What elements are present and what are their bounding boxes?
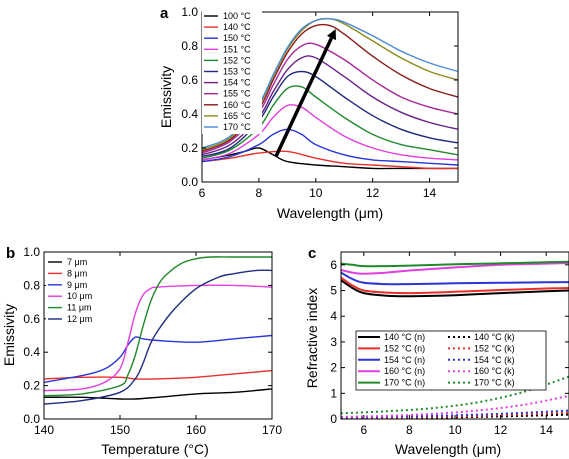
trend-arrow-shaft (274, 37, 334, 158)
panel-a-xtick-label: 14 (423, 186, 437, 200)
panel-a-xtick-label: 10 (309, 186, 323, 200)
panel-b-ytick-label: 1.0 (23, 245, 40, 259)
panel-a-legend-label: 154 °C (223, 78, 251, 88)
panel-b-series-line-0 (44, 388, 272, 400)
panel-c-xtick-label: 6 (360, 423, 367, 437)
panel-a-ytick-label: 0.4 (181, 107, 198, 121)
panel-a-xlabel: Wavelength (μm) (277, 205, 383, 221)
panel-letter-a: a (160, 5, 169, 22)
panel-b-xtick-label: 140 (34, 423, 54, 437)
panel-a-legend-label: 165 °C (223, 111, 251, 121)
panel-b-ytick-label: 0.0 (23, 412, 40, 426)
panel-b-legend-label: 10 μm (67, 291, 92, 301)
panel-c-legend-label: 152 °C (n) (384, 343, 425, 353)
panel-c-ylabel: Refractive index (304, 288, 320, 388)
panel-c-ytick-label: 6 (330, 258, 337, 272)
panel-b-ylabel: Emissivity (1, 304, 17, 366)
panel-a-xtick-label: 12 (366, 186, 380, 200)
panel-b-ytick-label: 0.8 (23, 278, 40, 292)
panel-a-series-line-2 (202, 128, 458, 166)
panel-b-series-group (44, 256, 272, 405)
panel-b-legend-label: 8 μm (67, 268, 87, 278)
panel-b-legend-label: 11 μm (67, 303, 92, 313)
panel-c-legend-label: 154 °C (k) (474, 355, 515, 365)
panel-c-xlabel: Wavelength (μm) (395, 441, 501, 457)
trend-arrow-head (326, 29, 336, 41)
panel-b-xtick-label: 150 (110, 423, 130, 437)
panel-b-series-line-5 (44, 269, 272, 405)
panel-b-legend-label: 12 μm (67, 314, 92, 324)
panel-b-legend-box (46, 256, 96, 327)
panel-c-ytick-label: 4 (330, 309, 337, 323)
panel-c-legend-label: 170 °C (n) (384, 378, 425, 388)
panel-c-ytick-label: 3 (330, 335, 337, 349)
panel-c-ytick-label: 2 (330, 361, 337, 375)
panel-c-series-line-4 (341, 260, 569, 268)
panel-b-xlabel: Temperature (°C) (101, 441, 209, 457)
panel-a-ytick-label: 1.0 (181, 5, 198, 19)
panel-a-legend-label: 160 °C (223, 100, 251, 110)
panel-c-series-line-9 (341, 375, 569, 415)
panel-b-legend-label: 7 μm (67, 257, 87, 267)
panel-c-legend-label: 152 °C (k) (474, 343, 515, 353)
panel-a-xtick-label: 6 (199, 186, 206, 200)
panel-c-legend-label: 140 °C (k) (474, 332, 515, 342)
panel-c-legend-label: 160 °C (n) (384, 366, 425, 376)
panel-a-legend-label: 100 °C (223, 11, 251, 21)
panel-b-frame (43, 251, 273, 420)
panel-c-xtick-label: 14 (540, 423, 554, 437)
panel-c-legend: 140 °C (n)152 °C (n) 154 °C (n)160 °C (n)… (355, 330, 547, 391)
panel-b-plot: 140 150 160 170 0.0 0.2 0.4 0.6 0.8 1.0 7 μm8 μm 9 … (23, 245, 282, 437)
panel-c-ytick-label: 0 (330, 412, 337, 426)
panel-b-legend-label: 9 μm (67, 280, 87, 290)
panel-a-legend-label: 150 °C (223, 33, 251, 43)
panel-c-legend-label: 170 °C (k) (474, 378, 515, 388)
panel-a-ytick-label: 0.2 (181, 141, 198, 155)
panel-b-series-line-2 (44, 334, 272, 383)
panel-b-ytick-label: 0.2 (23, 379, 40, 393)
panel-b-xtick-label: 160 (186, 423, 206, 437)
panel-a-series-line-3 (202, 104, 458, 161)
panel-b-series-line-3 (44, 284, 272, 392)
panel-a-ytick-label: 0.0 (181, 175, 198, 189)
panel-c-legend-box (355, 330, 547, 391)
panel-a-legend-label: 155 °C (223, 89, 251, 99)
panel-c-xtick-label: 10 (448, 423, 462, 437)
panel-c-series-group (341, 260, 569, 419)
panel-c-series-line-1 (341, 276, 569, 295)
panel-a-legend-label: 140 °C (223, 22, 251, 32)
panel-c-series-line-3 (341, 262, 569, 275)
panel-a-ylabel: Emissivity (158, 66, 174, 128)
panel-c-xtick-label: 8 (406, 423, 413, 437)
panel-b-ytick-label: 0.6 (23, 312, 40, 326)
panel-c-legend-label: 154 °C (n) (384, 355, 425, 365)
panel-c-ytick-label: 1 (330, 386, 337, 400)
panel-letter-c: c (308, 245, 316, 262)
panel-b-series-line-1 (44, 369, 272, 380)
panel-a-legend-label: 151 °C (223, 44, 251, 54)
panel-a-ytick-label: 0.6 (181, 73, 198, 87)
panel-a-series-line-1 (202, 150, 458, 170)
panel-a-ytick-label: 0.8 (181, 39, 198, 53)
panel-b-xtick-label: 170 (262, 423, 282, 437)
panel-c-series-line-0 (341, 279, 569, 298)
panel-a-xtick-label: 8 (256, 186, 263, 200)
panel-a-legend-label: 153 °C (223, 67, 251, 77)
panel-c-ytick-label: 5 (330, 284, 337, 298)
panel-letter-b: b (6, 245, 15, 262)
panel-a-legend-label: 170 °C (223, 122, 251, 132)
panel-b-ytick-label: 0.4 (23, 345, 40, 359)
panel-c-legend-label: 160 °C (k) (474, 366, 515, 376)
panel-a-legend-label: 152 °C (223, 55, 251, 65)
panel-c-legend-label: 140 °C (n) (384, 332, 425, 342)
panel-c-series-line-2 (341, 271, 569, 286)
panel-c-series-line-8 (341, 394, 569, 418)
panel-c-xtick-label: 12 (494, 423, 508, 437)
panel-b-series-line-4 (44, 256, 272, 397)
